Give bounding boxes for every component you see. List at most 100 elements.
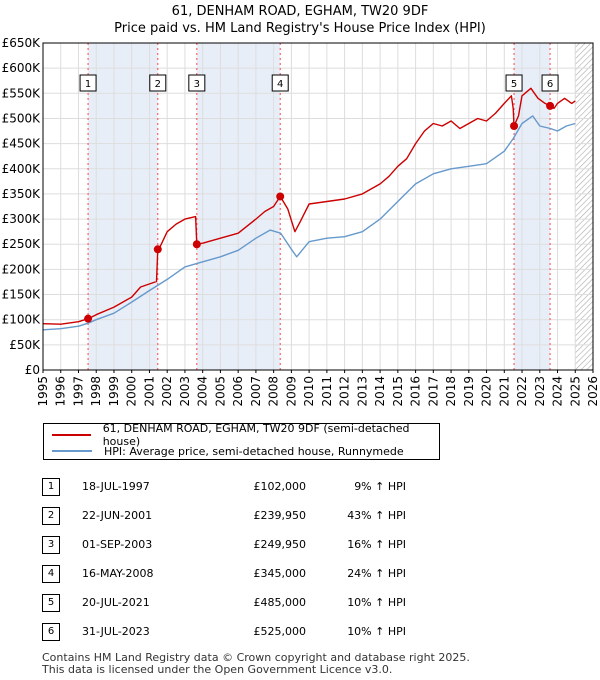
price-chart: 1 2 3 4 5 6 £0 £50K £100K £150K £200K £250K £300K £3… [2, 36, 600, 407]
x-tick-label: 2001 [142, 376, 156, 407]
sale-marker-label: 5 [505, 74, 523, 92]
x-tick-label: 1996 [54, 376, 68, 407]
sale-marker-number: 2 [155, 79, 161, 90]
x-tick-label: 2011 [320, 376, 334, 407]
sale-price: £102,000 [253, 480, 307, 493]
table-row: 4 16-MAY-2008 £345,000 24% ↑ HPI [42, 559, 406, 588]
table-row: 2 22-JUN-2001 £239,950 43% ↑ HPI [42, 501, 406, 530]
plot-frame [42, 42, 594, 371]
y-tick-label: £600K [2, 61, 42, 75]
sale-index-box: 6 [42, 622, 60, 641]
sale-marker-label: 6 [541, 74, 559, 92]
table-row: 6 31-JUL-2023 £525,000 10% ↑ HPI [42, 617, 406, 646]
x-tick-label: 2014 [373, 376, 387, 407]
legend-swatch-property [52, 434, 91, 436]
x-tick-label: 2000 [125, 376, 139, 407]
table-row: 1 18-JUL-1997 £102,000 9% ↑ HPI [42, 472, 406, 501]
sale-hpi: 24% ↑ HPI [347, 567, 406, 580]
table-row: 3 01-SEP-2003 £249,950 16% ↑ HPI [42, 530, 406, 559]
sale-date: 31-JUL-2023 [82, 625, 150, 638]
y-tick-label: £150K [2, 288, 42, 302]
chart-title-line1: 61, DENHAM ROAD, EGHAM, TW20 9DF [171, 4, 429, 19]
x-tick-label: 2010 [302, 376, 316, 407]
sale-marker-box [505, 74, 523, 92]
sale-hpi: 10% ↑ HPI [347, 596, 406, 609]
sale-point [84, 314, 93, 323]
x-tick-label: 2020 [480, 376, 494, 407]
sale-marker-box [79, 74, 97, 92]
forecast-hatch-region [575, 43, 593, 370]
sale-price: £239,950 [253, 509, 307, 522]
sale-index-box: 2 [42, 506, 60, 525]
x-tick-label: 2021 [497, 376, 511, 407]
table-row: 5 20-JUL-2021 £485,000 10% ↑ HPI [42, 588, 406, 617]
hpi-line [42, 115, 576, 331]
sale-hpi: 10% ↑ HPI [347, 625, 406, 638]
sale-marker-number: 4 [277, 79, 283, 90]
sale-hpi: 9% ↑ HPI [354, 480, 406, 493]
sale-marker-label: 1 [79, 74, 97, 92]
x-tick-label: 1999 [107, 376, 121, 407]
x-tick-label: 2007 [249, 376, 263, 407]
sale-point [510, 122, 519, 131]
x-tick-label: 2004 [196, 376, 210, 407]
y-tick-label: £650K [2, 36, 42, 50]
sale-point [276, 192, 285, 201]
y-tick-label: £550K [2, 86, 42, 100]
sale-marker-number: 3 [194, 79, 200, 90]
sale-date: 01-SEP-2003 [82, 538, 153, 551]
footer-copyright: Contains HM Land Registry data © Crown c… [42, 651, 470, 664]
sale-date: 16-MAY-2008 [82, 567, 154, 580]
sale-index-box: 5 [42, 593, 60, 612]
sale-period-band [514, 43, 551, 370]
sale-marker-number: 6 [547, 79, 553, 90]
y-tick-label: £0 [25, 363, 40, 377]
sale-hpi: 43% ↑ HPI [347, 509, 406, 522]
sales-table: 1 18-JUL-1997 £102,000 9% ↑ HPI 2 22-JUN… [42, 472, 406, 646]
footer: Contains HM Land Registry data © Crown c… [42, 652, 470, 676]
x-tick-label: 2002 [160, 376, 174, 407]
sale-index-box: 4 [42, 564, 60, 583]
y-tick-label: £100K [2, 313, 42, 327]
y-tick-label: £300K [2, 212, 42, 226]
x-tick-label: 2003 [178, 376, 192, 407]
y-tick-label: £50K [9, 338, 41, 352]
sale-marker-label: 4 [271, 74, 289, 92]
sale-point [546, 101, 555, 110]
x-tick-label: 2019 [462, 376, 476, 407]
sale-price: £525,000 [253, 625, 307, 638]
legend-entry-hpi: HPI: Average price, semi-detached house,… [52, 443, 404, 459]
y-tick-label: £250K [2, 237, 42, 251]
x-tick-label: 2023 [533, 376, 547, 407]
y-tick-label: £500K [2, 111, 42, 125]
x-tick-label: 1998 [89, 376, 103, 407]
sale-marker-number: 1 [85, 79, 91, 90]
legend-swatch-hpi [52, 450, 92, 452]
legend-entry-property: 61, DENHAM ROAD, EGHAM, TW20 9DF (semi-d… [52, 422, 439, 448]
x-tick-label: 1997 [71, 376, 85, 407]
x-tick-label: 1995 [36, 376, 50, 407]
x-tick-label: 2006 [231, 376, 245, 407]
x-tick-label: 2008 [267, 376, 281, 407]
sale-marker-box [149, 74, 167, 92]
sale-marker-box [188, 74, 206, 92]
x-tick-label: 2012 [338, 376, 352, 407]
sale-index-box: 3 [42, 535, 60, 554]
legend-label-hpi: HPI: Average price, semi-detached house,… [104, 444, 404, 458]
footer-licence: This data is licensed under the Open Gov… [42, 663, 393, 676]
sale-date: 20-JUL-2021 [82, 596, 150, 609]
x-tick-label: 2009 [284, 376, 298, 407]
sale-price: £249,950 [253, 538, 307, 551]
sale-point [192, 240, 201, 249]
sale-marker-box [541, 74, 559, 92]
y-tick-label: £350K [2, 187, 42, 201]
x-tick-label: 2018 [444, 376, 458, 407]
legend: 61, DENHAM ROAD, EGHAM, TW20 9DF (semi-d… [43, 422, 440, 460]
sale-marker-label: 3 [188, 74, 206, 92]
sale-price: £485,000 [253, 596, 307, 609]
x-tick-label: 2022 [515, 376, 529, 407]
chart-title-line2: Price paid vs. HM Land Registry's House … [114, 21, 486, 36]
x-tick-label: 2015 [391, 376, 405, 407]
sale-date: 18-JUL-1997 [82, 480, 150, 493]
y-tick-label: £450K [2, 137, 42, 151]
